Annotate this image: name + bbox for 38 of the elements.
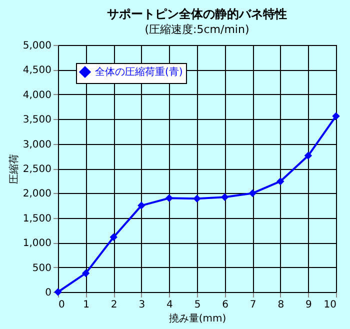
x-tick-label: 8 bbox=[278, 300, 284, 310]
legend-label: 全体の圧縮荷重(青) bbox=[95, 66, 183, 78]
point bbox=[165, 194, 174, 202]
x-tick-label: 0 bbox=[58, 300, 65, 310]
point bbox=[304, 152, 312, 160]
point bbox=[82, 269, 90, 278]
chart-title: サポートピン全体の静的バネ特性 bbox=[107, 7, 287, 21]
y-tick-label: 5,000 bbox=[22, 40, 52, 52]
point bbox=[110, 233, 118, 242]
x-tick-label: 2 bbox=[110, 300, 118, 310]
x-axis-title: 撓み量(mm) bbox=[168, 312, 226, 324]
y-tick-label: 3,500 bbox=[22, 114, 52, 126]
y-tick-label: 0 bbox=[45, 288, 52, 298]
point bbox=[248, 189, 256, 198]
point bbox=[276, 177, 284, 186]
point bbox=[332, 112, 340, 120]
x-tick-label: 7 bbox=[250, 300, 256, 310]
y-tick-label: 3,000 bbox=[22, 139, 52, 150]
y-tick-label: 4,500 bbox=[22, 65, 52, 76]
point bbox=[220, 193, 229, 202]
x-tick-label: 5 bbox=[194, 300, 201, 310]
x-tick-label: 10 bbox=[324, 300, 336, 310]
x-tick-label: 1 bbox=[83, 300, 90, 310]
y-tick-label: 2,500 bbox=[22, 164, 52, 175]
x-tick-label: 3 bbox=[138, 300, 146, 310]
y-tick-label: 1,000 bbox=[22, 238, 52, 250]
point bbox=[138, 202, 146, 210]
y-tick-label: 4,000 bbox=[22, 90, 52, 101]
y-tick-label: 1,500 bbox=[22, 213, 52, 224]
point bbox=[193, 194, 201, 203]
x-tick-label: 9 bbox=[306, 300, 312, 310]
x-tick-label: 4 bbox=[166, 300, 173, 310]
y-axis-title: 圧縮荷 bbox=[8, 154, 20, 184]
chart-subtitle: (圧縮速度:5cm/min) bbox=[144, 23, 250, 36]
point bbox=[54, 288, 62, 296]
y-tick-label: 500 bbox=[32, 262, 52, 274]
x-tick-label: 6 bbox=[222, 300, 228, 310]
y-tick-label: 2,000 bbox=[22, 188, 52, 200]
